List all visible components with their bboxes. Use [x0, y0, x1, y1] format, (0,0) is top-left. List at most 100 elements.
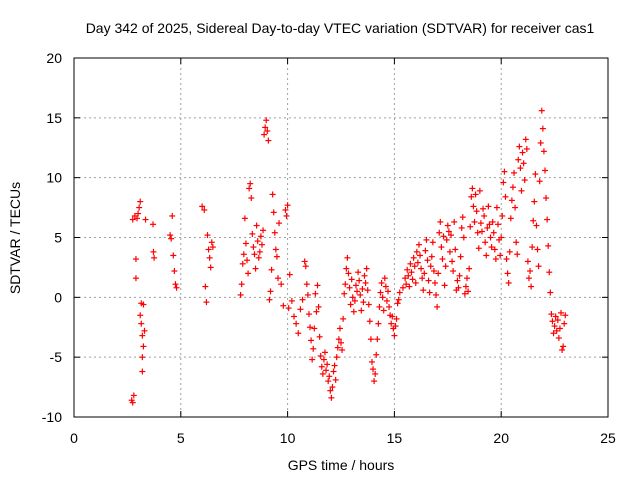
data-point	[489, 218, 496, 225]
data-point	[376, 303, 383, 310]
data-point	[347, 301, 354, 308]
data-point	[518, 187, 525, 194]
data-point	[351, 297, 358, 304]
data-point	[429, 239, 436, 246]
data-point	[421, 270, 428, 277]
data-point	[480, 205, 487, 212]
data-point	[379, 294, 386, 301]
data-point	[358, 307, 365, 314]
data-point	[512, 204, 519, 211]
data-point	[422, 247, 429, 254]
data-point	[491, 246, 498, 253]
data-point	[420, 287, 427, 294]
y-tick-label: -10	[42, 409, 62, 425]
data-point	[171, 268, 178, 275]
data-point	[355, 269, 362, 276]
data-point	[409, 276, 416, 283]
data-point	[547, 289, 554, 296]
data-point	[548, 311, 555, 318]
data-point	[425, 277, 432, 284]
data-point	[524, 258, 531, 265]
data-point	[320, 356, 327, 363]
data-point	[349, 294, 356, 301]
data-point	[364, 287, 371, 294]
x-tick-labels: 0 5 10 15 20 25	[70, 430, 616, 446]
data-point	[199, 203, 206, 210]
x-tick-label: 10	[280, 430, 296, 446]
data-point	[418, 265, 425, 272]
data-point	[396, 289, 403, 296]
data-point	[361, 272, 368, 279]
data-point	[303, 281, 310, 288]
data-point	[440, 233, 447, 240]
data-point	[173, 284, 180, 291]
data-point	[132, 256, 139, 263]
x-tick-label: 15	[387, 430, 403, 446]
data-point	[267, 288, 274, 295]
data-point	[408, 269, 415, 276]
data-point	[506, 248, 513, 255]
data-point	[502, 193, 509, 200]
data-point	[130, 392, 137, 399]
data-point	[509, 184, 516, 191]
data-point	[516, 143, 523, 150]
data-point	[314, 282, 321, 289]
data-point	[284, 202, 291, 209]
data-point	[245, 270, 252, 277]
data-point	[319, 370, 326, 377]
data-point	[202, 283, 209, 290]
data-point	[365, 301, 372, 308]
data-point	[446, 248, 453, 255]
data-point	[456, 272, 463, 279]
data-point	[241, 215, 248, 222]
data-point	[514, 251, 521, 258]
data-point	[431, 279, 438, 286]
data-point	[371, 378, 378, 385]
data-point	[505, 279, 512, 286]
data-point	[167, 232, 174, 239]
data-point	[135, 210, 142, 217]
data-point	[430, 268, 437, 275]
data-point	[381, 275, 388, 282]
data-point	[339, 346, 346, 353]
data-point	[343, 265, 350, 272]
data-point	[488, 244, 495, 251]
data-point	[392, 323, 399, 330]
data-point	[386, 303, 393, 310]
y-tick-label: -5	[50, 349, 63, 365]
data-point	[428, 253, 435, 260]
data-point	[532, 171, 539, 178]
data-point	[410, 254, 417, 261]
data-point	[282, 206, 289, 213]
data-point	[528, 283, 535, 290]
data-point	[129, 399, 136, 406]
data-point	[370, 366, 377, 373]
data-point	[559, 346, 566, 353]
data-point	[329, 384, 336, 391]
data-point	[248, 195, 255, 202]
data-point	[438, 244, 445, 251]
data-point	[268, 266, 275, 273]
data-point	[554, 317, 561, 324]
data-point	[311, 325, 318, 332]
data-point	[247, 180, 254, 187]
data-point	[269, 191, 276, 198]
data-point	[276, 220, 283, 227]
data-point	[271, 229, 278, 236]
data-point	[442, 263, 449, 270]
data-point	[203, 299, 210, 306]
data-point	[350, 308, 357, 315]
data-point	[490, 229, 497, 236]
data-point	[207, 264, 214, 271]
data-point	[513, 239, 520, 246]
y-tick-label: 10	[46, 170, 62, 186]
data-point	[424, 257, 431, 264]
data-point	[501, 168, 508, 175]
data-point	[295, 330, 302, 337]
data-point	[439, 256, 446, 263]
data-point	[362, 279, 369, 286]
data-point	[331, 362, 338, 369]
data-point	[470, 203, 477, 210]
data-point	[419, 275, 426, 282]
